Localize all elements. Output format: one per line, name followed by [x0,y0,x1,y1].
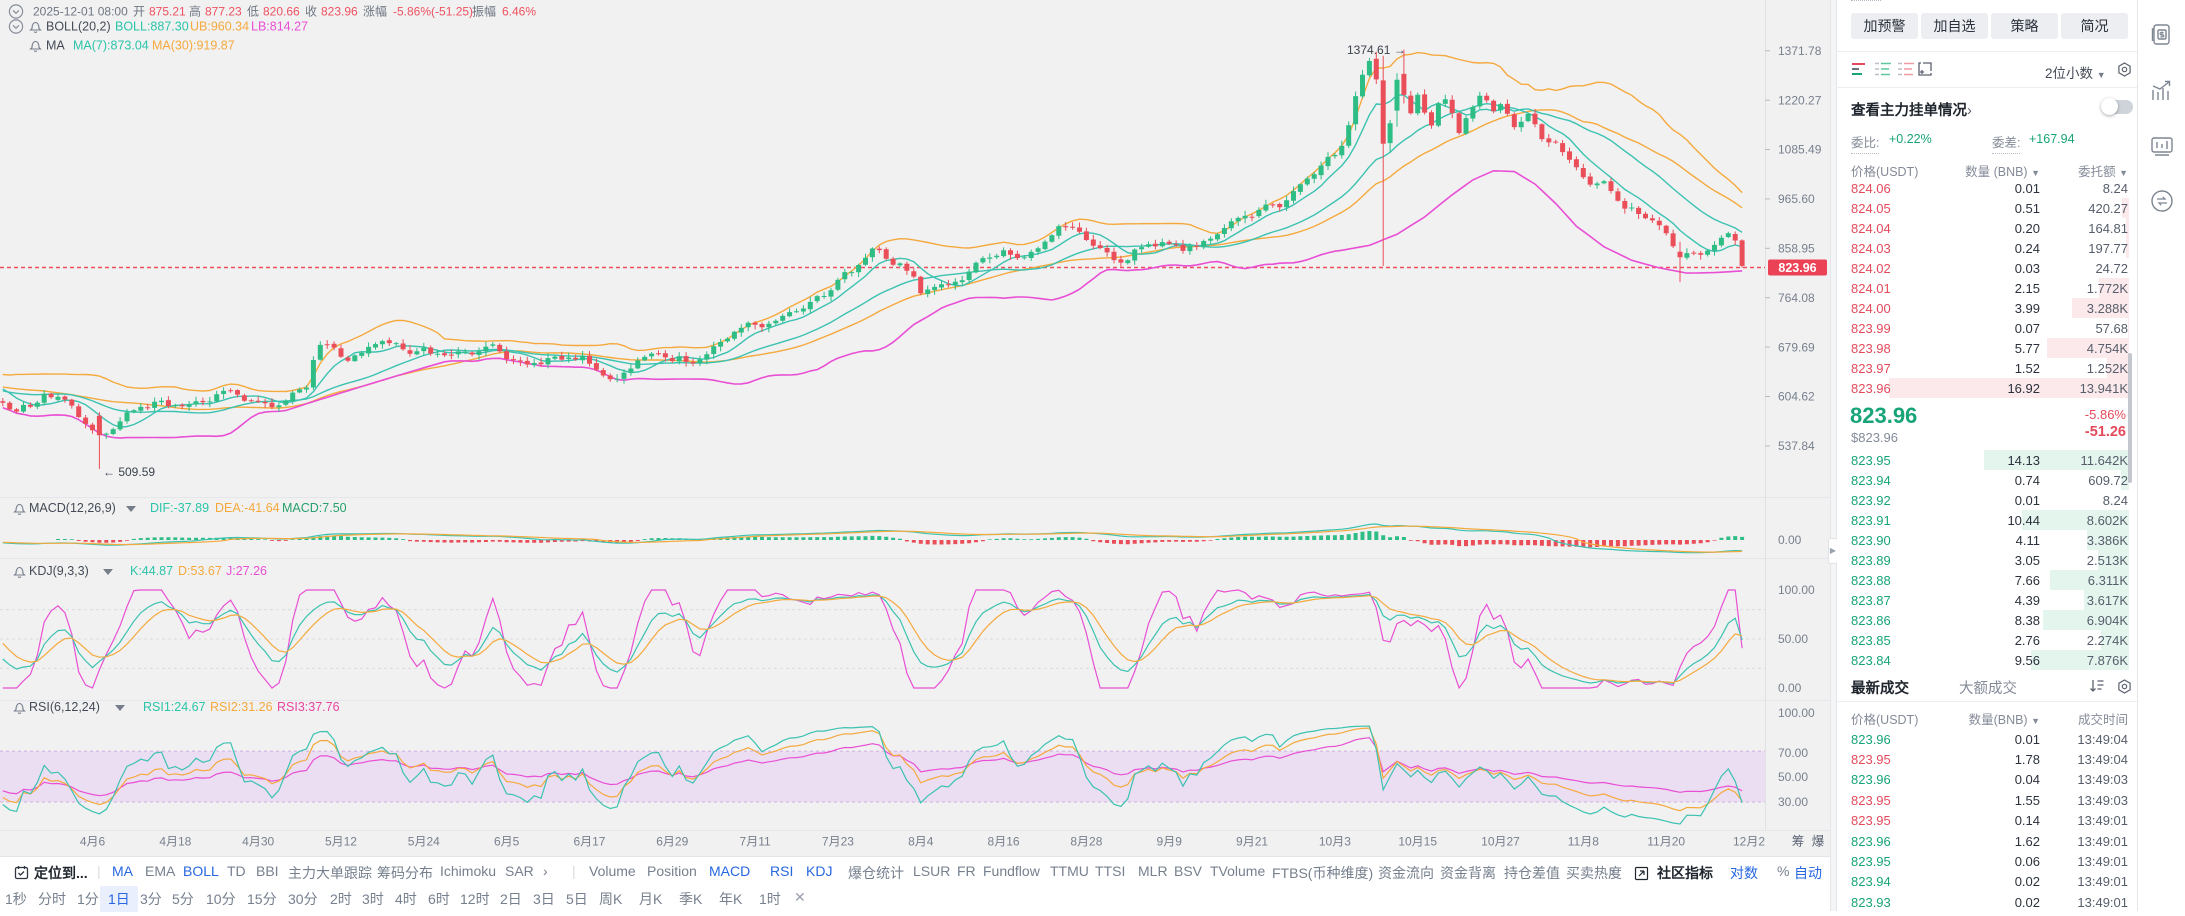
svg-text:1085.49: 1085.49 [1778,143,1822,157]
svg-text:11月8: 11月8 [1568,835,1599,849]
svg-text:RSI1:24.67: RSI1:24.67 [143,700,206,714]
svg-text:DIF:-37.89: DIF:-37.89 [150,501,209,515]
svg-text:679.69: 679.69 [1778,340,1815,354]
svg-text:1371.78: 1371.78 [1778,44,1822,58]
svg-text:4月30: 4月30 [242,835,274,849]
svg-text:6月17: 6月17 [573,835,605,849]
svg-text:LB:814.27: LB:814.27 [251,20,308,34]
svg-text:4月6: 4月6 [80,835,106,849]
svg-text:D:53.67: D:53.67 [178,564,222,578]
svg-text:858.95: 858.95 [1778,242,1815,256]
svg-text:100.00: 100.00 [1778,706,1815,720]
svg-text:MA(7):873.04: MA(7):873.04 [73,39,149,53]
svg-text:823.96: 823.96 [321,5,358,19]
svg-text:← 509.59: ← 509.59 [103,465,155,479]
svg-text:12月2: 12月2 [1733,835,1765,849]
svg-text:1220.27: 1220.27 [1778,93,1822,107]
svg-text:8月4: 8月4 [908,835,934,849]
svg-text:0.00: 0.00 [1778,681,1802,695]
svg-text:604.62: 604.62 [1778,390,1815,404]
svg-text:DEA:-41.64: DEA:-41.64 [215,501,280,515]
svg-text:7月23: 7月23 [822,835,854,849]
svg-text:K:44.87: K:44.87 [130,564,173,578]
svg-text:MA: MA [46,39,65,53]
svg-text:820.66: 820.66 [263,5,300,19]
svg-text:823.96: 823.96 [1778,261,1816,275]
svg-text:MA(30):919.87: MA(30):919.87 [152,39,235,53]
svg-text:RSI2:31.26: RSI2:31.26 [210,700,273,714]
svg-text:爆: 爆 [1812,835,1825,849]
svg-text:764.08: 764.08 [1778,291,1815,305]
svg-text:875.21: 875.21 [149,5,186,19]
svg-text:30.00: 30.00 [1778,795,1808,809]
svg-text:50.00: 50.00 [1778,770,1808,784]
svg-text:100.00: 100.00 [1778,583,1815,597]
svg-text:MACD:7.50: MACD:7.50 [282,501,347,515]
svg-text:0.00: 0.00 [1778,533,1802,547]
svg-text:8月28: 8月28 [1070,835,1102,849]
svg-text:5月24: 5月24 [408,835,440,849]
svg-text:UB:960.34: UB:960.34 [190,20,249,34]
svg-text:10月27: 10月27 [1481,835,1520,849]
svg-text:965.60: 965.60 [1778,192,1815,206]
svg-text:MACD(12,26,9): MACD(12,26,9) [29,501,116,515]
svg-text:70.00: 70.00 [1778,746,1808,760]
svg-text:振幅: 振幅 [472,4,496,19]
svg-text:10月3: 10月3 [1319,835,1351,849]
svg-text:1374.61 →: 1374.61 → [1347,43,1406,57]
svg-text:10月15: 10月15 [1398,835,1437,849]
svg-text:6月29: 6月29 [656,835,688,849]
svg-text:高: 高 [189,4,201,19]
svg-text:537.84: 537.84 [1778,439,1815,453]
svg-text:收: 收 [305,5,317,19]
svg-text:KDJ(9,3,3): KDJ(9,3,3) [29,564,89,578]
svg-text:7月11: 7月11 [740,835,771,849]
svg-text:9月9: 9月9 [1157,835,1183,849]
svg-text:6.46%: 6.46% [502,5,536,19]
svg-text:RSI(6,12,24): RSI(6,12,24) [29,700,100,714]
svg-text:BOLL(20,2): BOLL(20,2) [46,20,111,34]
svg-text:877.23: 877.23 [205,5,242,19]
svg-text:9月21: 9月21 [1236,835,1268,849]
svg-text:4月18: 4月18 [159,835,191,849]
svg-text:6月5: 6月5 [494,835,520,849]
svg-text:BOLL:887.30: BOLL:887.30 [115,20,189,34]
svg-text:-5.86%(-51.25): -5.86%(-51.25) [393,5,473,19]
svg-text:RSI3:37.76: RSI3:37.76 [277,700,340,714]
svg-text:筹: 筹 [1792,834,1805,849]
svg-text:8月16: 8月16 [988,835,1020,849]
svg-text:50.00: 50.00 [1778,632,1808,646]
svg-text:5月12: 5月12 [325,835,357,849]
svg-text:低: 低 [247,5,259,19]
svg-text:11月20: 11月20 [1647,835,1685,849]
svg-text:J:27.26: J:27.26 [226,564,267,578]
svg-text:开: 开 [133,5,145,19]
svg-text:涨幅: 涨幅 [363,4,387,19]
svg-text:2025-12-01 08:00: 2025-12-01 08:00 [33,5,128,19]
